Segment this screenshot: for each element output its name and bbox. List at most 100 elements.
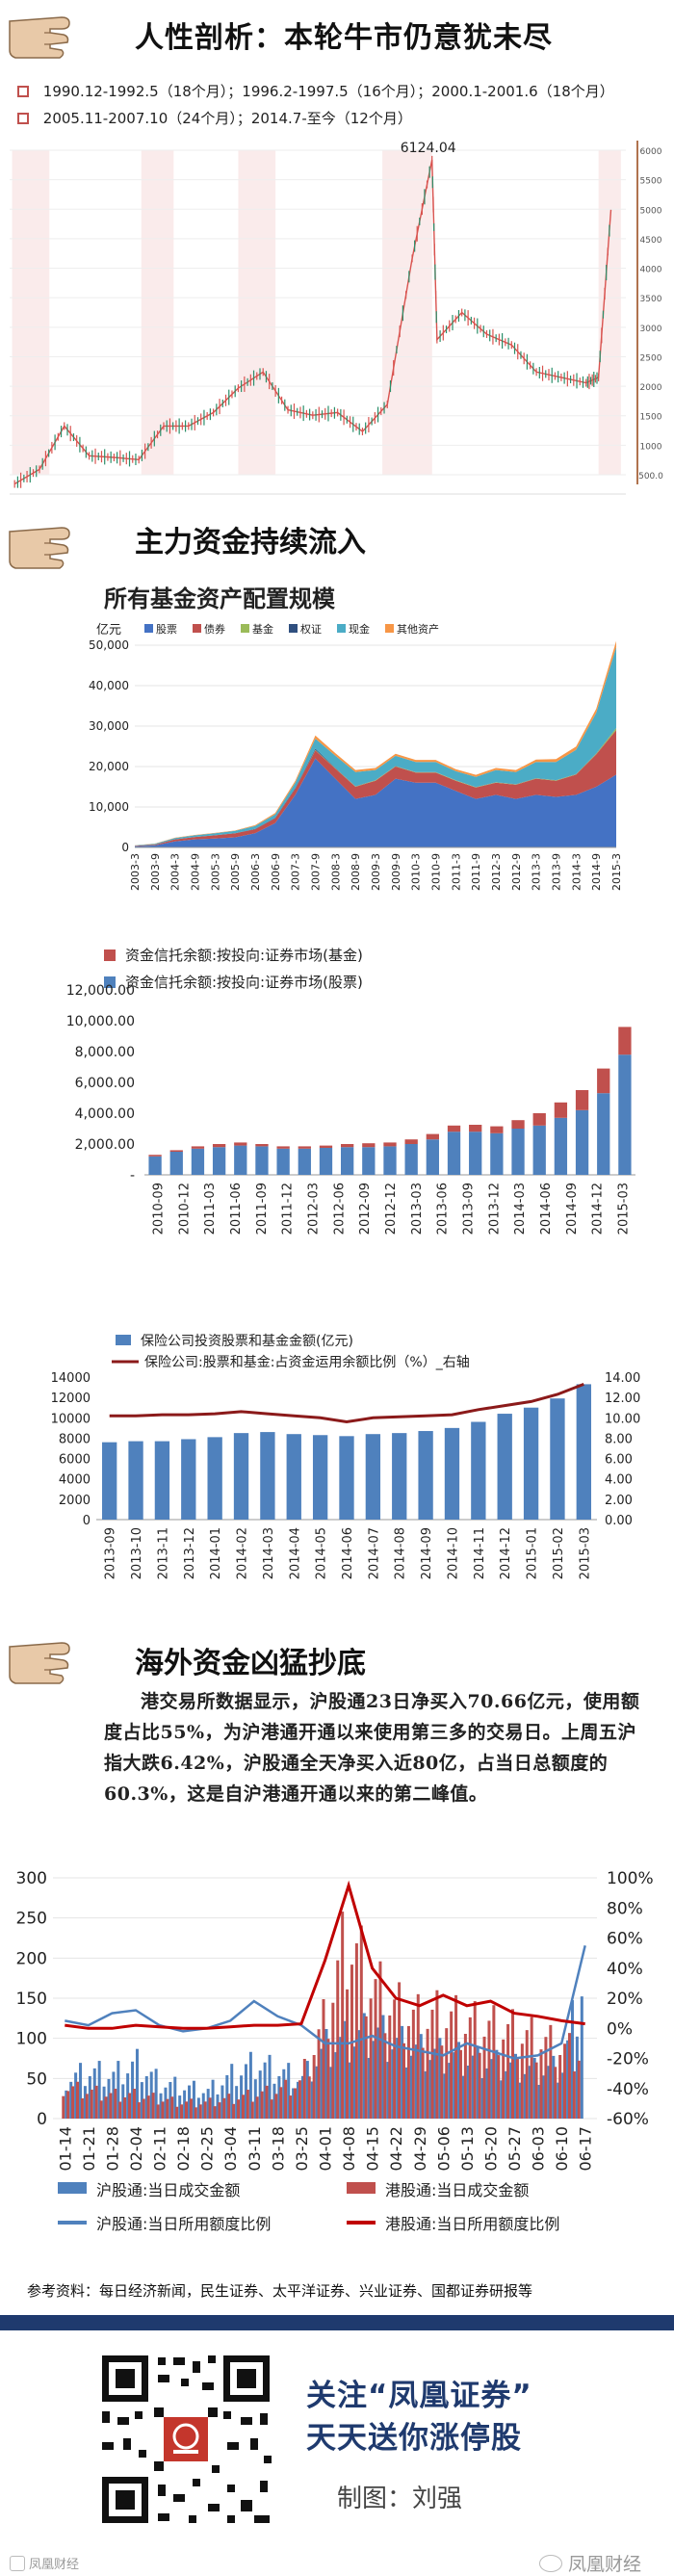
x-tick-label: 2010-12 — [177, 1183, 192, 1235]
bar — [310, 2081, 314, 2119]
bar — [554, 1117, 568, 1175]
bar — [341, 1144, 354, 1148]
bar — [445, 2028, 449, 2119]
legend-label: 沪股通:当日成交金额 — [96, 2181, 240, 2199]
bar — [381, 2015, 385, 2119]
bar — [181, 1439, 196, 1520]
bar — [520, 2043, 524, 2119]
bar — [329, 2067, 333, 2119]
x-tick-label: 2015-3 — [610, 853, 623, 891]
bar — [94, 2085, 98, 2119]
x-tick-label: 2005-9 — [229, 853, 242, 891]
bar — [286, 1434, 301, 1520]
y-tick-label: 5500 — [640, 177, 662, 187]
x-tick-label: 2012-9 — [510, 853, 523, 891]
bar — [448, 2063, 452, 2119]
bar — [336, 1960, 340, 2119]
bar — [577, 2060, 581, 2119]
x-tick-label: 2014-3 — [570, 853, 583, 891]
bar — [618, 1054, 632, 1175]
bar — [284, 2079, 288, 2119]
bar — [497, 1414, 512, 1520]
bar — [490, 1126, 504, 1133]
news-paragraph: 港交易所数据显示，沪股通23日净买入70.66亿元，使用额度占比55%，为沪港通… — [104, 1691, 640, 1805]
bar — [440, 2045, 444, 2119]
bar — [178, 2095, 182, 2119]
bar — [392, 1433, 407, 1520]
bar — [580, 1996, 583, 2119]
bar — [506, 2023, 510, 2119]
bar — [490, 2059, 494, 2119]
x-tick-label: 2013-12 — [183, 1527, 197, 1579]
x-tick-label: 2007-9 — [310, 853, 323, 891]
bar — [132, 2089, 136, 2119]
bar — [212, 1147, 226, 1175]
y-tick-label: 10000 — [51, 1412, 91, 1426]
y-tick-label: 0 — [121, 841, 129, 854]
y-unit-label: 亿元 — [96, 623, 121, 637]
bar — [419, 2034, 423, 2119]
peak-label: 6124.04 — [401, 141, 456, 156]
legend-swatch — [58, 2182, 87, 2194]
section-title-overseas-funds: 海外资金凶猛抄底 — [135, 1647, 366, 1680]
bar — [126, 2073, 130, 2119]
y-tick-label: 4000 — [640, 266, 662, 275]
bar — [537, 2085, 541, 2119]
bar — [362, 2013, 366, 2119]
bar — [502, 2039, 506, 2119]
x-tick-label: 2013-06 — [436, 1183, 451, 1235]
bar — [298, 1146, 311, 1149]
x-tick-label: 2011-09 — [255, 1183, 270, 1235]
bar — [298, 2080, 301, 2119]
bar — [518, 2082, 522, 2119]
y2-tick-label: 60% — [607, 1930, 643, 1949]
bar — [558, 2055, 562, 2119]
qr-code-icon — [96, 2350, 275, 2529]
bar — [121, 2084, 125, 2119]
bar — [354, 1943, 358, 2119]
bar — [79, 2063, 83, 2119]
bar — [241, 2095, 245, 2119]
bar — [198, 2104, 202, 2119]
bar — [424, 2071, 428, 2119]
y-tick-label: 50 — [26, 2069, 47, 2089]
y-tick-label: 0 — [83, 1514, 91, 1528]
y-tick-label: 8,000.00 — [75, 1045, 135, 1060]
x-tick-label: 05-27 — [506, 2126, 524, 2172]
x-tick-label: 2010-3 — [410, 853, 423, 891]
x-tick-label: 05-13 — [458, 2126, 477, 2172]
y2-tick-label: 0% — [607, 2019, 633, 2039]
x-tick-label: 2012-03 — [306, 1183, 321, 1235]
x-tick-label: 2010-09 — [151, 1183, 166, 1235]
bar — [207, 1437, 222, 1520]
x-tick-label: 04-15 — [364, 2126, 382, 2172]
x-tick-label: 2011-12 — [281, 1183, 296, 1235]
bar — [265, 2085, 269, 2119]
bar — [211, 2079, 215, 2119]
x-tick-label: 2015-02 — [552, 1527, 566, 1579]
x-tick-label: 04-22 — [387, 2126, 405, 2172]
bar — [450, 2011, 454, 2119]
legend-swatch — [289, 624, 298, 633]
area-series — [135, 758, 616, 847]
bar — [346, 1989, 350, 2119]
bar — [99, 2100, 103, 2119]
bar — [159, 2093, 163, 2119]
bar — [447, 1125, 461, 1132]
fund-allocation-chart: 亿元 股票 债券 基金 权证 现金 其他资产 50,000 40,000 30,000 20,000… — [89, 622, 623, 891]
y-tick-label: 1500 — [640, 413, 662, 423]
bar — [396, 2038, 400, 2119]
y2-tick-label: 100% — [607, 1869, 654, 1888]
bar — [409, 2055, 413, 2119]
bar — [532, 2057, 536, 2119]
bar — [307, 2076, 311, 2119]
x-tick-label: 2011-03 — [203, 1183, 218, 1235]
bar — [461, 2075, 465, 2119]
bar — [173, 2076, 177, 2119]
bar — [109, 2093, 113, 2119]
bar — [260, 2091, 264, 2119]
bar — [365, 1434, 381, 1520]
bar — [250, 2101, 254, 2119]
x-tick-label: 06-03 — [530, 2126, 548, 2172]
bar — [276, 1148, 290, 1175]
